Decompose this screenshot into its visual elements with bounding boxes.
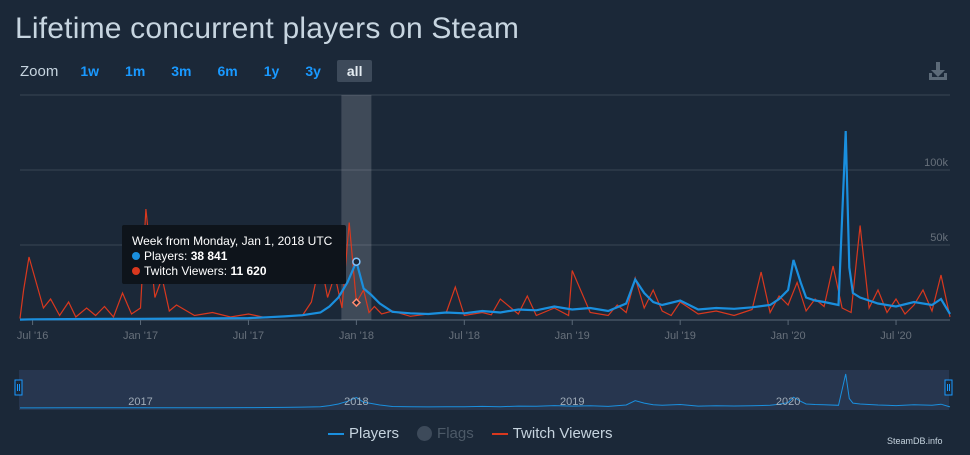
x-tick-label: Jul '17 xyxy=(233,330,264,342)
navigator-players-line xyxy=(20,373,951,409)
tooltip-twitch-row: Twitch Viewers: 11 620 xyxy=(132,264,336,279)
zoom-selector: Zoom 1w 1m 3m 6m 1y 3y all xyxy=(20,60,378,82)
x-tick-label: Jan '20 xyxy=(771,330,806,342)
legend-players-label: Players xyxy=(349,425,400,442)
legend-item-flags[interactable]: Flags xyxy=(417,425,474,442)
zoom-3y-button[interactable]: 3y xyxy=(305,63,321,79)
twitch-hover-marker xyxy=(351,297,361,308)
legend-item-players[interactable]: Players xyxy=(328,425,399,442)
navigator-year-label: 2017 xyxy=(128,396,152,408)
x-tick-label: Jul '20 xyxy=(880,330,911,342)
navigator-background xyxy=(19,370,949,410)
x-tick-label: Jan '17 xyxy=(123,330,158,342)
x-tick-label: Jul '19 xyxy=(664,330,695,342)
navigator-year-labels: 2017 2018 2019 2020 xyxy=(128,396,800,408)
zoom-all-button[interactable]: all xyxy=(336,60,373,82)
credit-text: SteamDB.info xyxy=(887,436,943,446)
zoom-3m-button[interactable]: 3m xyxy=(171,63,192,79)
zoom-label: Zoom xyxy=(20,62,59,80)
navigator-year-label: 2018 xyxy=(344,396,368,408)
players-hover-marker xyxy=(352,257,361,266)
legend-twitch-label: Twitch Viewers xyxy=(512,425,613,442)
legend-item-twitch[interactable]: Twitch Viewers xyxy=(491,425,613,442)
tooltip-players-label: Players: xyxy=(144,249,188,263)
tooltip-header: Week from Monday, Jan 1, 2018 UTC xyxy=(132,234,333,248)
tooltip-players-row: Players: 38 841 xyxy=(132,249,336,264)
flags-legend-icon xyxy=(417,426,433,441)
zoom-1m-button[interactable]: 1m xyxy=(125,63,146,79)
x-tick-label: Jan '19 xyxy=(555,330,590,342)
y-tick-label: 50k xyxy=(930,232,948,244)
twitch-legend-line-icon xyxy=(491,432,508,435)
zoom-1w-button[interactable]: 1w xyxy=(80,63,100,79)
download-icon[interactable] xyxy=(928,60,948,82)
players-series-line xyxy=(19,130,951,321)
twitch-dot-icon xyxy=(132,267,140,275)
navigator-year-label: 2019 xyxy=(560,396,584,408)
y-tick-label: 100k xyxy=(924,157,948,169)
tooltip-twitch-label: Twitch Viewers: xyxy=(144,264,228,278)
page-title: Lifetime concurrent players on Steam xyxy=(15,12,520,45)
zoom-1y-button[interactable]: 1y xyxy=(263,63,280,79)
y-axis-ticks: 50k 100k xyxy=(924,157,948,244)
legend-flags-label: Flags xyxy=(437,425,474,442)
tooltip-players-value: 38 841 xyxy=(190,249,228,263)
x-tick-label: Jul '16 xyxy=(17,330,48,342)
navigator-year-label: 2020 xyxy=(776,396,800,408)
players-legend-line-icon xyxy=(328,432,344,435)
players-dot-icon xyxy=(132,252,140,260)
tooltip-twitch-value: 11 620 xyxy=(230,264,267,278)
zoom-6m-button[interactable]: 6m xyxy=(217,63,238,79)
x-tick-label: Jan '18 xyxy=(339,330,374,342)
chart-legend: Players Flags Twitch Viewers xyxy=(328,425,630,442)
x-tick-label: Jul '18 xyxy=(449,330,480,342)
navigator[interactable]: 2017 2018 2019 2020 xyxy=(14,370,953,410)
hover-tooltip: Week from Monday, Jan 1, 2018 UTC Player… xyxy=(122,225,346,284)
navigator-right-handle[interactable] xyxy=(944,379,953,396)
navigator-left-handle[interactable] xyxy=(14,379,23,396)
x-axis-ticks: Jul '16 Jan '17 Jul '17 Jan '18 Jul '18 Jan '… xyxy=(17,320,912,342)
